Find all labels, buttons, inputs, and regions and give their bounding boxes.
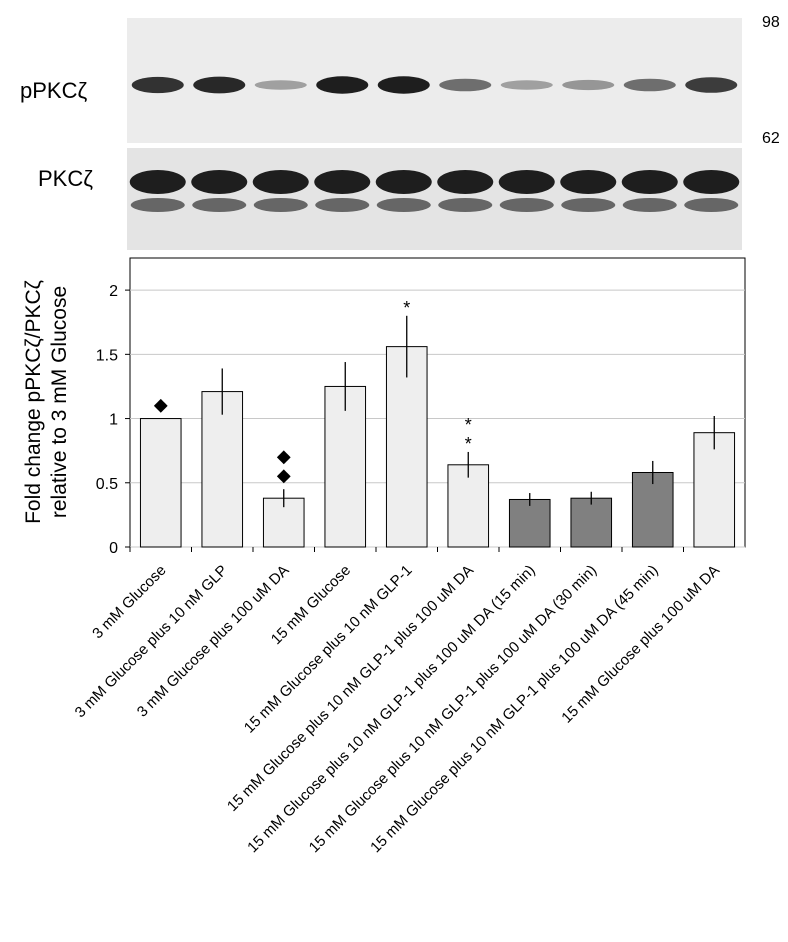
bar <box>324 385 367 548</box>
y-axis-label: Fold change pPKCζ/PKCζ relative to 3 mM G… <box>22 280 71 524</box>
blot-band <box>316 76 369 94</box>
blot-band <box>254 80 307 90</box>
blot-band <box>130 198 185 212</box>
blot-band <box>129 170 186 194</box>
y-tick-label: 0 <box>109 540 118 557</box>
y-tick-label: 0.5 <box>96 476 118 493</box>
blot-band <box>315 198 370 212</box>
y-tick-label: 2 <box>109 283 118 300</box>
y-tick-label: 1 <box>109 412 118 429</box>
blot-band <box>683 170 740 194</box>
blot-band <box>622 198 677 212</box>
significance-marker: ◆ <box>154 395 168 415</box>
blot-band <box>438 198 493 212</box>
significance-marker-glyph: * <box>465 434 472 454</box>
bar <box>201 391 244 548</box>
blot-band <box>498 170 555 194</box>
blot-band <box>439 78 492 92</box>
y-tick-label: 1.5 <box>96 347 118 364</box>
blot-band <box>253 198 308 212</box>
blot-band <box>561 198 616 212</box>
x-tick-label: 15 mM Glucose plus 10 nM GLP-1 plus 100 … <box>367 562 661 856</box>
x-tick-label: 15 mM Glucose plus 10 nM GLP-1 plus 100 … <box>244 562 538 856</box>
significance-marker: * * <box>465 415 472 454</box>
bar <box>139 418 182 548</box>
blot-band <box>376 198 431 212</box>
mw-marker: 98 <box>762 14 780 31</box>
mw-marker: 62 <box>762 130 780 147</box>
blot-band <box>314 170 371 194</box>
y-axis-label-line: relative to 3 mM Glucose <box>48 286 71 518</box>
bar <box>508 498 551 548</box>
bar <box>570 497 613 548</box>
blot-band <box>193 76 246 94</box>
significance-marker-glyph: ◆ <box>277 465 291 485</box>
blot-band <box>191 170 248 194</box>
blot-band <box>192 198 247 212</box>
blot-band <box>685 77 738 93</box>
blot-band <box>437 170 494 194</box>
blot-band <box>252 170 309 194</box>
blot-label: PKCζ <box>38 166 93 191</box>
significance-marker-glyph: ◆ <box>277 446 291 466</box>
x-tick-label: 15 mM Glucose plus 10 nM GLP-1 plus 100 … <box>306 562 600 856</box>
significance-marker-glyph: * <box>465 415 472 435</box>
blot-label: pPKCζ <box>20 78 87 103</box>
blot-band <box>623 78 676 92</box>
blot-band <box>131 76 184 94</box>
blot-band <box>684 198 739 212</box>
blot-band <box>562 79 615 91</box>
blot-band <box>500 80 553 90</box>
y-axis-label-line: Fold change pPKCζ/PKCζ <box>22 280 45 524</box>
significance-marker: ◆ ◆ <box>277 446 291 485</box>
significance-marker-glyph: ◆ <box>154 395 168 415</box>
blot-band <box>560 170 617 194</box>
significance-marker: * <box>403 298 410 318</box>
blot-band <box>375 170 432 194</box>
blot-band <box>377 76 430 94</box>
bar <box>693 432 736 548</box>
blot-bands <box>129 76 740 212</box>
blot-band <box>499 198 554 212</box>
blot-band <box>621 170 678 194</box>
bar <box>385 346 428 548</box>
bar <box>447 464 490 548</box>
significance-marker-glyph: * <box>403 298 410 318</box>
